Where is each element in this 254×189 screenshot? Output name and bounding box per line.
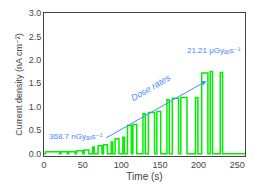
svg-text:3.0: 3.0: [29, 8, 42, 18]
svg-text:Current density (nA cm⁻²): Current density (nA cm⁻²): [14, 33, 24, 135]
svg-text:100: 100: [114, 160, 129, 170]
svg-text:0.5: 0.5: [29, 125, 42, 135]
svg-text:200: 200: [191, 160, 206, 170]
svg-text:21.21 μGyₐₓs⁻¹: 21.21 μGyₐₓs⁻¹: [187, 46, 241, 55]
svg-text:0: 0: [41, 160, 46, 170]
svg-text:2.5: 2.5: [29, 32, 42, 42]
svg-text:150: 150: [152, 160, 167, 170]
svg-text:Time (s): Time (s): [126, 171, 162, 182]
svg-text:368.7 nGyₐₓs⁻¹: 368.7 nGyₐₓs⁻¹: [49, 132, 103, 141]
svg-text:0.0: 0.0: [29, 149, 42, 159]
svg-text:250: 250: [230, 160, 245, 170]
svg-text:Dose rates: Dose rates: [129, 72, 172, 103]
svg-text:50: 50: [78, 160, 88, 170]
svg-text:1.0: 1.0: [29, 102, 42, 112]
svg-text:1.5: 1.5: [29, 78, 42, 88]
svg-text:2.0: 2.0: [29, 55, 42, 65]
